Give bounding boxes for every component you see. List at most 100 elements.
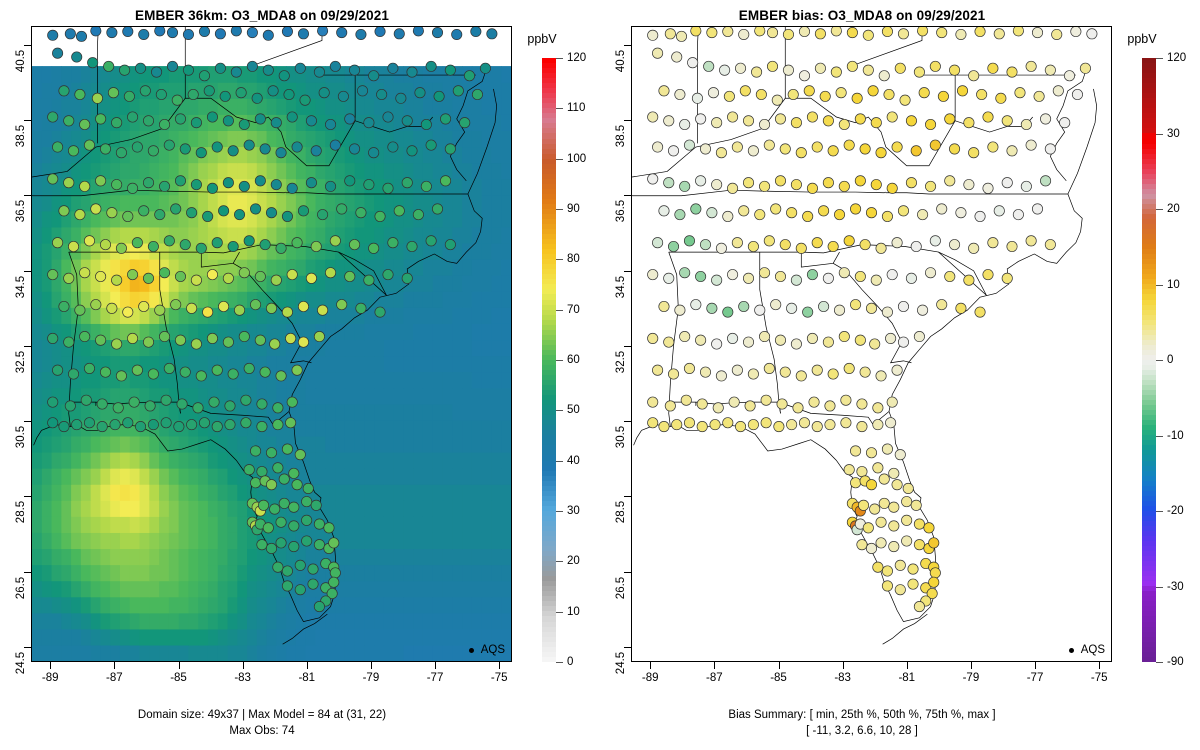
aqs-site-marker[interactable] <box>663 336 675 348</box>
aqs-site-marker[interactable] <box>795 242 807 254</box>
aqs-site-marker[interactable] <box>159 118 171 131</box>
aqs-site-marker[interactable] <box>790 274 802 286</box>
aqs-site-marker[interactable] <box>928 576 940 588</box>
aqs-site-marker[interactable] <box>115 370 127 382</box>
aqs-site-marker[interactable] <box>147 368 159 380</box>
aqs-site-marker[interactable] <box>885 417 897 429</box>
aqs-site-marker[interactable] <box>806 182 818 194</box>
aqs-site-marker[interactable] <box>1006 66 1018 78</box>
aqs-site-marker[interactable] <box>190 338 202 350</box>
aqs-site-marker[interactable] <box>897 28 909 40</box>
aqs-site-marker[interactable] <box>856 539 868 551</box>
aqs-site-marker[interactable] <box>728 396 740 408</box>
aqs-site-marker[interactable] <box>227 145 239 157</box>
aqs-site-marker[interactable] <box>463 70 476 82</box>
aqs-site-marker[interactable] <box>83 139 95 151</box>
aqs-site-marker[interactable] <box>854 113 866 125</box>
aqs-site-marker[interactable] <box>683 417 695 429</box>
aqs-site-marker[interactable] <box>186 419 198 431</box>
aqs-site-marker[interactable] <box>412 209 424 221</box>
aqs-site-marker[interactable] <box>270 274 282 286</box>
aqs-site-marker[interactable] <box>288 467 300 479</box>
aqs-site-marker[interactable] <box>202 210 214 222</box>
aqs-site-marker[interactable] <box>881 27 893 38</box>
aqs-site-marker[interactable] <box>917 304 929 316</box>
aqs-site-marker[interactable] <box>111 338 123 350</box>
aqs-site-marker[interactable] <box>99 366 112 378</box>
aqs-site-marker[interactable] <box>401 177 413 189</box>
aqs-site-marker[interactable] <box>382 111 394 123</box>
aqs-site-marker[interactable] <box>206 182 218 194</box>
aqs-site-marker[interactable] <box>420 180 432 192</box>
aqs-site-marker[interactable] <box>870 179 882 191</box>
aqs-site-marker[interactable] <box>425 235 437 247</box>
aqs-site-marker[interactable] <box>929 60 941 72</box>
aqs-site-marker[interactable] <box>779 366 791 378</box>
aqs-site-marker[interactable] <box>742 272 755 284</box>
aqs-site-marker[interactable] <box>894 584 906 596</box>
aqs-site-marker[interactable] <box>858 499 870 511</box>
aqs-site-marker[interactable] <box>955 207 967 219</box>
aqs-site-marker[interactable] <box>63 115 75 127</box>
aqs-site-marker[interactable] <box>79 267 91 279</box>
aqs-site-marker[interactable] <box>695 270 707 283</box>
aqs-site-marker[interactable] <box>683 139 695 151</box>
aqs-site-marker[interactable] <box>329 60 341 72</box>
aqs-site-marker[interactable] <box>254 270 266 283</box>
aqs-site-marker[interactable] <box>913 66 925 78</box>
aqs-site-marker[interactable] <box>294 559 306 571</box>
aqs-site-marker[interactable] <box>256 466 268 478</box>
aqs-site-marker[interactable] <box>440 113 452 125</box>
aqs-site-marker[interactable] <box>1071 88 1083 101</box>
aqs-site-marker[interactable] <box>198 70 211 82</box>
aqs-site-marker[interactable] <box>835 87 847 99</box>
aqs-site-marker[interactable] <box>840 394 852 406</box>
aqs-site-marker[interactable] <box>1059 117 1071 129</box>
aqs-site-marker[interactable] <box>224 419 236 431</box>
aqs-site-marker[interactable] <box>886 182 898 194</box>
aqs-site-marker[interactable] <box>747 145 759 157</box>
aqs-site-marker[interactable] <box>834 209 846 221</box>
aqs-site-marker[interactable] <box>679 267 691 279</box>
aqs-site-marker[interactable] <box>881 565 893 577</box>
aqs-site-marker[interactable] <box>891 364 903 376</box>
aqs-site-marker[interactable] <box>1031 203 1044 215</box>
aqs-site-marker[interactable] <box>325 118 337 131</box>
aqs-site-marker[interactable] <box>742 336 755 348</box>
aqs-site-marker[interactable] <box>305 115 317 127</box>
aqs-site-marker[interactable] <box>127 182 139 194</box>
aqs-site-marker[interactable] <box>679 180 691 192</box>
aqs-site-marker[interactable] <box>843 362 855 374</box>
aqs-site-marker[interactable] <box>925 267 937 279</box>
aqs-site-marker[interactable] <box>317 209 329 221</box>
aqs-site-marker[interactable] <box>974 210 986 222</box>
aqs-site-marker[interactable] <box>870 274 882 286</box>
aqs-site-marker[interactable] <box>747 240 759 253</box>
aqs-site-marker[interactable] <box>711 274 723 286</box>
aqs-site-marker[interactable] <box>265 302 278 314</box>
aqs-site-marker[interactable] <box>328 576 340 588</box>
aqs-site-marker[interactable] <box>658 205 670 217</box>
aqs-site-marker[interactable] <box>875 242 887 254</box>
aqs-site-marker[interactable] <box>91 92 103 104</box>
aqs-site-marker[interactable] <box>211 237 223 249</box>
aqs-site-marker[interactable] <box>786 419 798 431</box>
aqs-site-marker[interactable] <box>281 580 293 592</box>
aqs-site-marker[interactable] <box>982 111 994 123</box>
aqs-site-marker[interactable] <box>723 90 735 102</box>
aqs-site-marker[interactable] <box>128 396 140 408</box>
aqs-site-marker[interactable] <box>67 240 80 253</box>
aqs-site-marker[interactable] <box>218 300 230 313</box>
aqs-site-marker[interactable] <box>222 336 234 348</box>
aqs-site-marker[interactable] <box>387 237 399 249</box>
aqs-site-marker[interactable] <box>811 421 823 433</box>
aqs-site-marker[interactable] <box>122 306 134 318</box>
aqs-site-marker[interactable] <box>715 242 727 254</box>
aqs-site-marker[interactable] <box>834 304 846 316</box>
aqs-site-marker[interactable] <box>1044 143 1056 155</box>
aqs-site-marker[interactable] <box>711 179 723 191</box>
aqs-site-marker[interactable] <box>1012 209 1024 221</box>
aqs-site-marker[interactable] <box>956 85 969 97</box>
aqs-site-marker[interactable] <box>154 304 166 316</box>
aqs-site-marker[interactable] <box>122 210 134 222</box>
